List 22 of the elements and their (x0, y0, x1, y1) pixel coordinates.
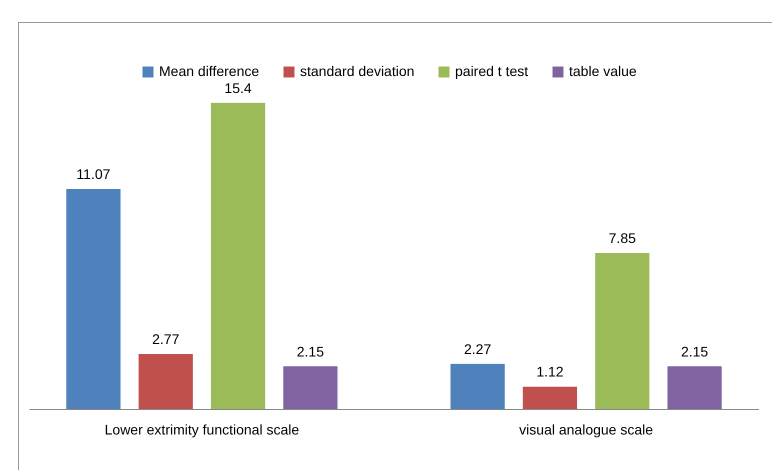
legend-label: paired t test (455, 63, 528, 79)
bar (595, 252, 650, 409)
bar (450, 364, 505, 409)
bar (667, 366, 722, 409)
data-label: 2.15 (296, 343, 324, 360)
bar (66, 188, 121, 409)
legend-label: table value (569, 63, 637, 79)
data-label: 15.4 (224, 80, 252, 96)
data-label: 7.85 (608, 230, 636, 246)
bar (138, 354, 193, 409)
data-label: 1.12 (536, 364, 564, 380)
data-label: 2.15 (680, 343, 708, 360)
bar (283, 366, 338, 409)
bar (210, 102, 266, 409)
x-tick-label: visual analogue scale (519, 422, 654, 438)
data-label: 2.77 (152, 330, 180, 347)
x-tick-label: Lower extrimity functional scale (104, 422, 300, 438)
bar (522, 386, 578, 409)
legend-label: Mean difference (159, 63, 260, 79)
legend-label: standard deviation (300, 63, 414, 79)
data-label: 2.27 (464, 340, 492, 357)
data-label: 11.07 (76, 166, 111, 182)
